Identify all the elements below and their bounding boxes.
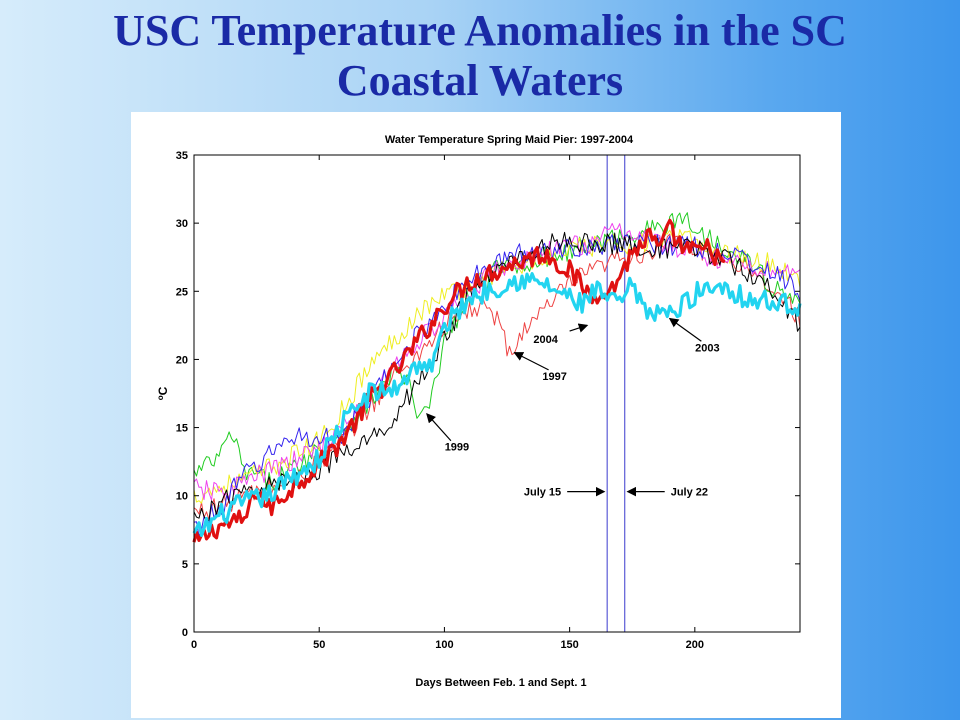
series-line-blue	[193, 233, 801, 537]
x-tick-label: 100	[435, 639, 453, 651]
annotation-1997: 1997	[542, 371, 566, 383]
y-tick-label: 15	[176, 423, 188, 435]
reference-label-july-15: July 15	[524, 487, 561, 499]
reference-label-july-22: July 22	[671, 487, 708, 499]
x-tick-label: 0	[191, 639, 197, 651]
y-axis-label: oC	[156, 386, 170, 400]
annotation-1999: 1999	[445, 442, 469, 454]
x-tick-label: 50	[313, 639, 325, 651]
y-tick-label: 25	[176, 286, 188, 298]
chart-title: Water Temperature Spring Maid Pier: 1997…	[385, 134, 634, 146]
line-chart: Water Temperature Spring Maid Pier: 1997…	[156, 134, 802, 689]
annotation-arrow-1997	[513, 352, 549, 371]
chart-panel: Water Temperature Spring Maid Pier: 1997…	[131, 112, 841, 718]
plot-frame	[193, 154, 801, 633]
x-tick-label: 150	[560, 639, 578, 651]
y-tick-label: 30	[176, 218, 188, 230]
y-tick-label: 5	[182, 559, 188, 571]
x-tick-label: 200	[686, 639, 704, 651]
y-axis-label-text: oC	[156, 386, 170, 400]
slide-title-line-2: Coastal Waters	[336, 56, 624, 105]
annotation-arrow-2004	[569, 323, 589, 333]
y-tick-label: 20	[176, 354, 188, 366]
series-line-1999	[193, 212, 801, 491]
series-line-2004	[192, 218, 726, 543]
annotation-2004: 2004	[533, 334, 558, 346]
slide-title: USC Temperature Anomalies in the SC Coas…	[0, 6, 960, 106]
annotation-2003: 2003	[695, 342, 719, 354]
annotation-arrow-2003	[668, 317, 702, 342]
y-tick-label: 10	[176, 491, 188, 503]
series-line-2003	[192, 272, 802, 537]
y-tick-label: 35	[176, 150, 188, 162]
slide-title-line-1: USC Temperature Anomalies in the SC	[113, 6, 847, 55]
annotation-arrow-1999	[426, 413, 452, 442]
x-axis-label: Days Between Feb. 1 and Sept. 1	[415, 677, 586, 689]
y-tick-label: 0	[182, 627, 188, 639]
